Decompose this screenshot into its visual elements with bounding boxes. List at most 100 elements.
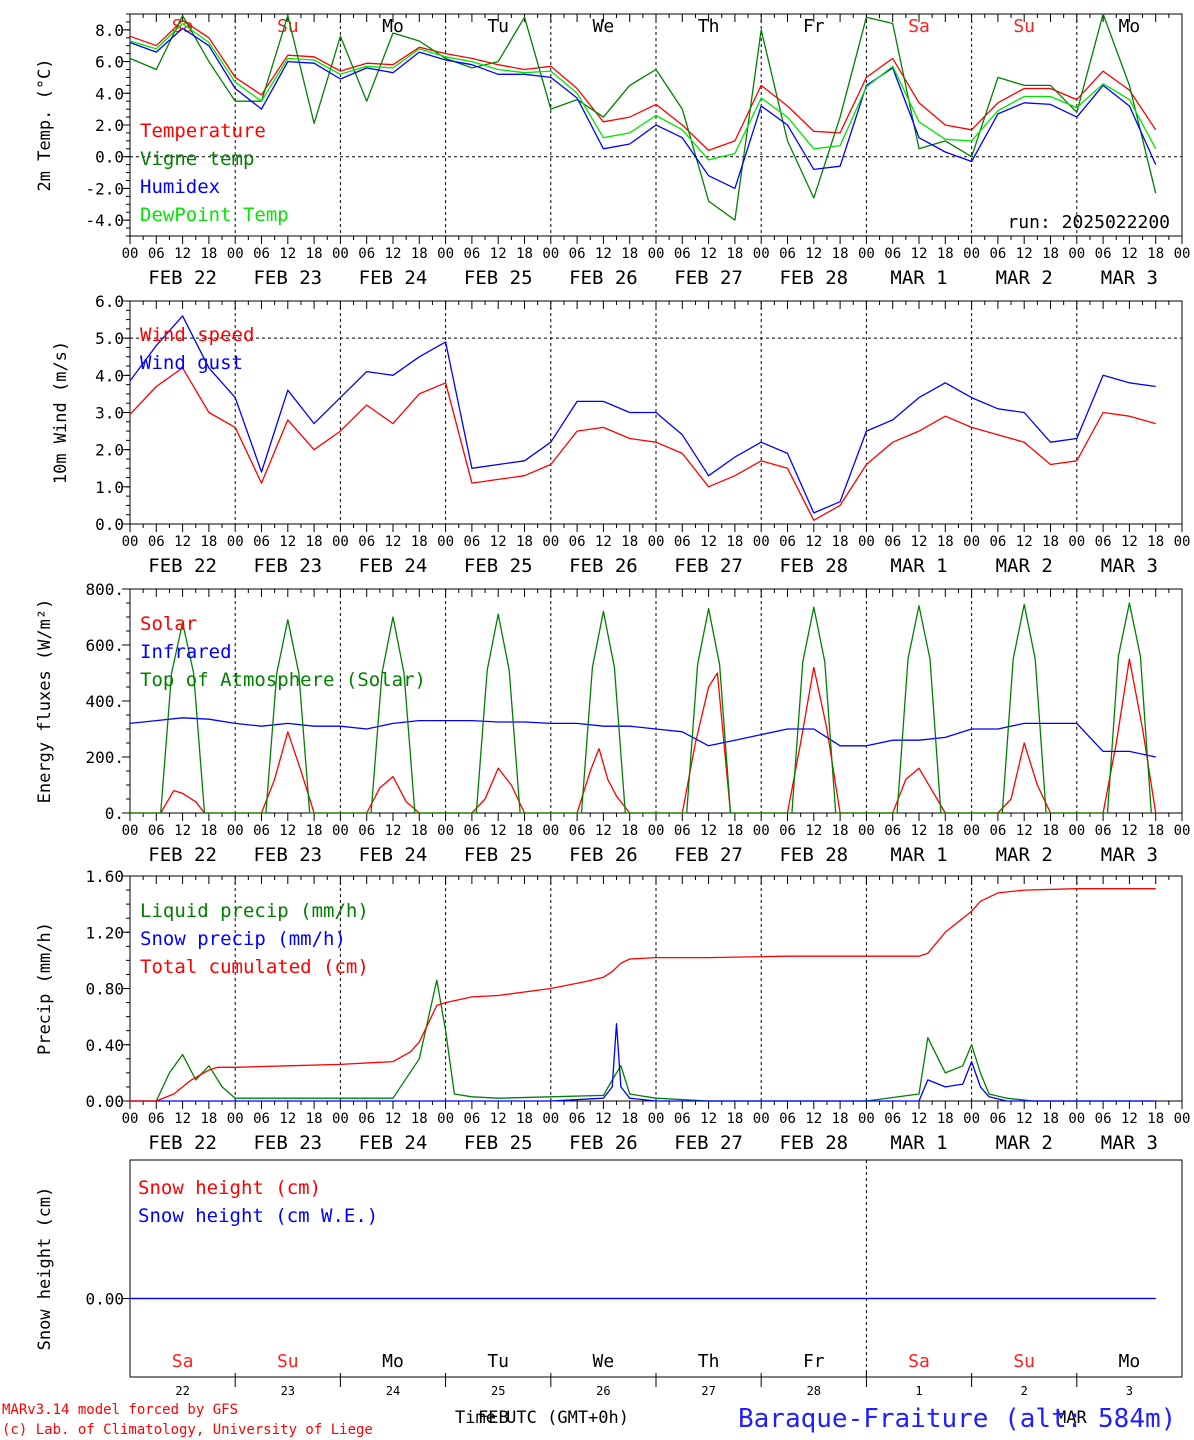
- y-tick-label: 6.0: [95, 53, 124, 72]
- hour-label: 18: [832, 1111, 849, 1127]
- hour-label: 18: [200, 823, 217, 839]
- hour-label: 00: [858, 534, 875, 550]
- y-tick-label: 1.0: [95, 478, 124, 497]
- hour-label: 18: [516, 823, 533, 839]
- hour-label: 18: [726, 1111, 743, 1127]
- legend-entry: Snow height (cm W.E.): [138, 1205, 378, 1227]
- hour-label: 12: [595, 1111, 612, 1127]
- day-number-label: 24: [386, 1384, 400, 1398]
- y-tick-label: 800.: [85, 580, 124, 599]
- hour-label: 18: [516, 246, 533, 262]
- date-label: FEB 22: [148, 555, 217, 577]
- hour-label: 00: [332, 823, 349, 839]
- hour-label: 18: [411, 534, 428, 550]
- hour-label: 00: [753, 246, 770, 262]
- hour-label: 18: [306, 246, 323, 262]
- panels: -4.0 -2.0 0.0 2.0 4.0 6.0 8.0 2m Temp. (°C) 00 06…: [35, 13, 1191, 1398]
- weekday-label: Th: [698, 1351, 720, 1372]
- footer-copyright: (c) Lab. of Climatology, University of L…: [2, 1422, 373, 1438]
- hour-label: 06: [358, 1111, 375, 1127]
- hour-label: 06: [779, 246, 796, 262]
- hour-label: 12: [174, 1111, 191, 1127]
- hour-label: 06: [148, 1111, 165, 1127]
- y-tick-label: 0.80: [85, 980, 124, 999]
- hour-label: 12: [385, 823, 402, 839]
- date-label: FEB 26: [569, 555, 638, 577]
- y-tick-label: 0.0: [95, 515, 124, 534]
- day-number-label: 1: [915, 1384, 922, 1398]
- legend-entry: DewPoint Temp: [140, 204, 289, 226]
- hour-label: 12: [174, 534, 191, 550]
- hour-label: 18: [937, 246, 954, 262]
- series-line: [130, 1023, 1156, 1102]
- hour-label: 18: [726, 246, 743, 262]
- hour-label: 00: [542, 246, 559, 262]
- hour-label: 00: [648, 246, 665, 262]
- hour-label: 12: [174, 823, 191, 839]
- run-annotation: run: 2025022200: [1007, 212, 1170, 233]
- date-label: MAR 2: [996, 844, 1053, 866]
- weekday-label: Tu: [487, 16, 509, 37]
- hour-label: 00: [122, 823, 139, 839]
- date-label: FEB 25: [464, 844, 533, 866]
- hour-label: 18: [1042, 246, 1059, 262]
- y-tick-label: 0.40: [85, 1036, 124, 1055]
- date-label: FEB 23: [253, 267, 322, 289]
- hour-label: 18: [621, 823, 638, 839]
- hour-label: 00: [858, 823, 875, 839]
- y-tick-label: 200.: [85, 748, 124, 767]
- date-label: FEB 23: [253, 555, 322, 577]
- weekday-label: Fr: [803, 16, 825, 37]
- hour-label: 06: [253, 823, 270, 839]
- hour-label: 00: [858, 246, 875, 262]
- y-tick-label: -2.0: [85, 179, 124, 198]
- hour-label: 00: [1174, 823, 1191, 839]
- date-label: FEB 27: [674, 555, 743, 577]
- hour-label: 12: [700, 246, 717, 262]
- hour-label: 18: [1147, 823, 1164, 839]
- hour-label: 06: [253, 1111, 270, 1127]
- y-axis-label: Energy fluxes (W/m²): [35, 599, 55, 804]
- hour-label: 12: [911, 823, 928, 839]
- hour-label: 00: [437, 823, 454, 839]
- hour-label: 06: [463, 534, 480, 550]
- y-tick-label: 0.: [105, 804, 124, 823]
- hour-label: 12: [595, 534, 612, 550]
- hour-label: 12: [805, 1111, 822, 1127]
- hour-label: 00: [332, 1111, 349, 1127]
- legend-entry: Snow height (cm): [138, 1177, 321, 1199]
- y-tick-label: 0.00: [85, 1092, 124, 1111]
- hour-label: 18: [1147, 246, 1164, 262]
- date-label: FEB 26: [569, 267, 638, 289]
- y-tick-label: 2.0: [95, 441, 124, 460]
- hour-label: 12: [911, 246, 928, 262]
- panel-1: -4.0 -2.0 0.0 2.0 4.0 6.0 8.0 2m Temp. (°C) 00 06…: [35, 13, 1190, 289]
- hour-label: 12: [595, 246, 612, 262]
- hour-label: 12: [279, 534, 296, 550]
- weekday-label: We: [593, 16, 615, 37]
- footer-feb-label: FEB: [478, 1408, 509, 1428]
- hour-label: 00: [1068, 534, 1085, 550]
- hour-label: 06: [674, 823, 691, 839]
- hour-label: 12: [279, 1111, 296, 1127]
- hour-label: 18: [832, 534, 849, 550]
- hour-label: 12: [911, 534, 928, 550]
- hour-label: 18: [937, 1111, 954, 1127]
- hour-label: 18: [621, 1111, 638, 1127]
- hour-label: 12: [1016, 246, 1033, 262]
- hour-label: 06: [358, 246, 375, 262]
- hour-label: 06: [989, 1111, 1006, 1127]
- hour-label: 06: [989, 823, 1006, 839]
- weekday-label: Mo: [382, 1351, 404, 1372]
- date-label: FEB 24: [359, 267, 428, 289]
- hour-label: 18: [937, 534, 954, 550]
- day-number-label: 22: [175, 1384, 189, 1398]
- day-number-label: 25: [491, 1384, 505, 1398]
- hour-label: 06: [358, 823, 375, 839]
- date-label: FEB 28: [779, 844, 848, 866]
- hour-label: 00: [437, 1111, 454, 1127]
- date-label: FEB 22: [148, 1132, 217, 1154]
- weekday-label: Su: [1013, 1351, 1035, 1372]
- day-number-label: 28: [807, 1384, 821, 1398]
- hour-label: 00: [858, 1111, 875, 1127]
